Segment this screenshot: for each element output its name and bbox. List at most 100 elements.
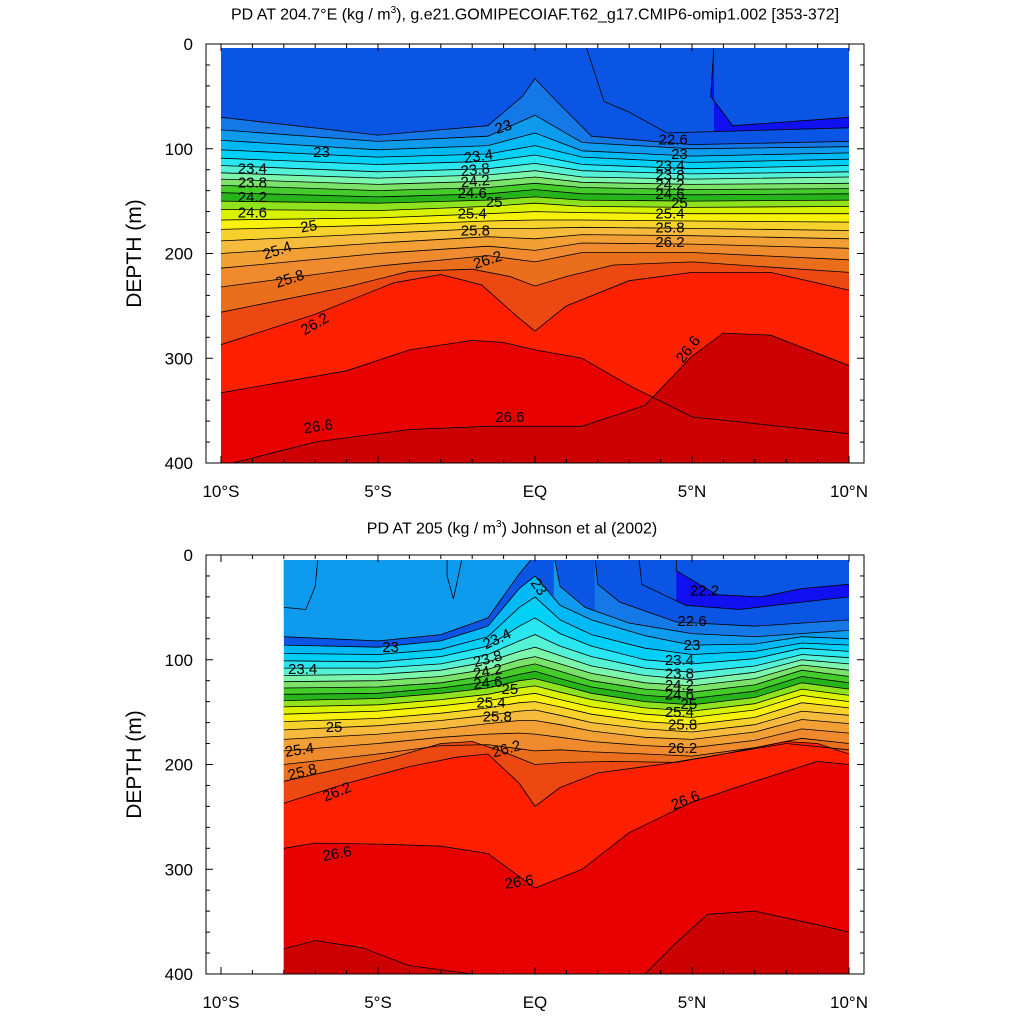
bottom-contour-label-12: 25: [502, 681, 519, 698]
top-ytick-label-4: 400: [165, 454, 193, 473]
top-contour-label-10: 23: [493, 117, 514, 138]
bottom-contour-label-24: 25: [681, 696, 698, 713]
top-contour-label-21: 23: [671, 146, 688, 163]
top-isopycnal-13: [221, 202, 849, 212]
top-contour-lines: [221, 48, 849, 463]
bottom-contour-label-9: 23.8: [471, 647, 504, 671]
bottom-xtick-label-4: 10°N: [830, 993, 868, 1012]
bottom-ytick-label-0: 0: [184, 546, 193, 565]
top-ticks: [206, 43, 864, 464]
bottom-isopycnal-20: [283, 719, 849, 740]
bottom-isopycnal-17: [283, 692, 849, 718]
top-xtick-label-0: 10°S: [202, 482, 239, 501]
top-ytick-label-1: 100: [165, 140, 193, 159]
bottom-isopycnal-21: [283, 728, 849, 752]
top-contour-label-17: 25.8: [461, 222, 490, 239]
bottom-y-axis-label: DEPTH (m): [123, 710, 146, 819]
top-isopycnal-3: [221, 114, 849, 150]
bottom-isopycnal-24: [283, 741, 849, 807]
top-contour-label-1: 23.4: [238, 161, 267, 178]
bottom-contour-label-23: 24.6: [665, 686, 694, 703]
bottom-fill-band-5: [283, 560, 531, 641]
top-contour-label-4: 24.6: [238, 205, 267, 222]
bottom-isopycnal-6: [554, 560, 849, 638]
bottom-isopycnal-7: [283, 575, 849, 648]
top-contour-label-24: 24.2: [655, 176, 684, 193]
bottom-xtick-label-3: 5°N: [678, 993, 707, 1012]
bottom-isopycnal-14: [283, 670, 849, 699]
top-isopycnal-19: [221, 252, 849, 288]
bottom-isopycnal-16: [283, 685, 849, 712]
bottom-contour-label-6: 26.6: [321, 843, 353, 865]
top-isopycnal-8: [221, 170, 849, 180]
top-ytick-label-2: 200: [165, 245, 193, 264]
top-contour-label-27: 25.4: [655, 206, 684, 223]
bottom-isopycnal-13: [283, 663, 849, 693]
bottom-fill-band-26: [283, 940, 473, 974]
top-contour-label-5: 25: [299, 217, 318, 237]
top-title-prefix: PD AT 204.7°E (kg / m: [230, 6, 391, 24]
bottom-contour-label-14: 25.8: [483, 708, 512, 725]
top-isopycnal-18: [221, 242, 849, 269]
bottom-contour-label-3: 25.4: [284, 740, 315, 761]
top-isopycnal-20: [221, 261, 849, 313]
top-contour-label-23: 23.8: [655, 167, 684, 184]
bottom-contour-lines: [283, 560, 849, 974]
bottom-contour-label-4: 25.8: [286, 761, 318, 785]
bottom-isopycnal-26: [283, 940, 473, 974]
bottom-isopycnal-27: [644, 910, 849, 974]
bottom-isopycnal-0: [675, 560, 849, 598]
bottom-isopycnal-3: [446, 560, 463, 600]
top-isopycnal-17: [221, 234, 849, 254]
top-contour-label-25: 24.6: [655, 186, 684, 203]
top-isopycnal-4: [221, 132, 849, 157]
bottom-isopycnal-1: [638, 560, 849, 610]
top-contour-label-0: 23: [313, 144, 330, 161]
bottom-isopycnal-25: [283, 760, 849, 889]
top-contour-label-22: 23.4: [655, 158, 684, 175]
bottom-contour-label-17: 22.2: [690, 583, 719, 600]
bottom-title-sup: 3: [496, 519, 502, 530]
bottom-contour-label-18: 22.6: [677, 613, 706, 630]
bottom-ticks: [206, 554, 864, 975]
bottom-contour-label-0: 23: [382, 639, 399, 656]
top-contour-label-11: 23.4: [463, 146, 494, 167]
top-isopycnal-10: [221, 182, 849, 192]
bottom-ytick-label-1: 100: [165, 651, 193, 670]
bottom-ytick-label-4: 400: [165, 965, 193, 984]
top-contour-label-19: 26.6: [495, 409, 524, 426]
bottom-isopycnal-5: [283, 560, 532, 642]
bottom-isopycnal-10: [283, 634, 849, 673]
bottom-contour-label-11: 24.6: [473, 674, 504, 693]
bottom-contour-label-22: 24.2: [665, 677, 694, 694]
top-isopycnal-15: [221, 219, 849, 230]
bottom-isopycnal-4: [594, 560, 849, 627]
top-xtick-label-1: 5°S: [364, 482, 392, 501]
bottom-xtick-label-0: 10°S: [202, 993, 239, 1012]
top-panel-title: PD AT 204.7°E (kg / m3), g.e21.GOMIPECOI…: [23, 5, 1024, 24]
top-ytick-label-3: 300: [165, 349, 193, 368]
bottom-contour-label-13: 25.4: [476, 695, 505, 712]
top-title-sup: 3: [390, 5, 397, 16]
top-isopycnal-16: [221, 226, 849, 242]
bottom-contour-label-2: 25: [326, 719, 343, 736]
top-contour-label-2: 23.8: [238, 174, 267, 191]
bottom-contour-label-26: 25.8: [668, 717, 697, 734]
top-title-suffix: ), g.e21.GOMIPECOIAF.T62_g17.CMIP6-omip1…: [396, 6, 840, 24]
top-xtick-label-4: 10°N: [830, 482, 868, 501]
bottom-isopycnal-18: [283, 701, 849, 726]
top-isopycnal-9: [221, 176, 849, 185]
bottom-contour-fills: [283, 560, 849, 974]
top-contour-label-20: 22.6: [659, 131, 688, 148]
bottom-ytick-label-2: 200: [165, 756, 193, 775]
bottom-title-prefix: PD AT 205 (kg / m: [366, 520, 496, 538]
bottom-contour-label-21: 23.8: [665, 665, 694, 682]
top-isopycnal-21: [221, 271, 849, 345]
top-isopycnal-14: [221, 211, 849, 221]
top-isopycnal-2: [221, 77, 849, 146]
bottom-xtick-label-1: 5°S: [364, 993, 392, 1012]
top-contour-label-28: 25.8: [655, 219, 684, 236]
top-contour-label-9: 26.6: [303, 416, 334, 437]
